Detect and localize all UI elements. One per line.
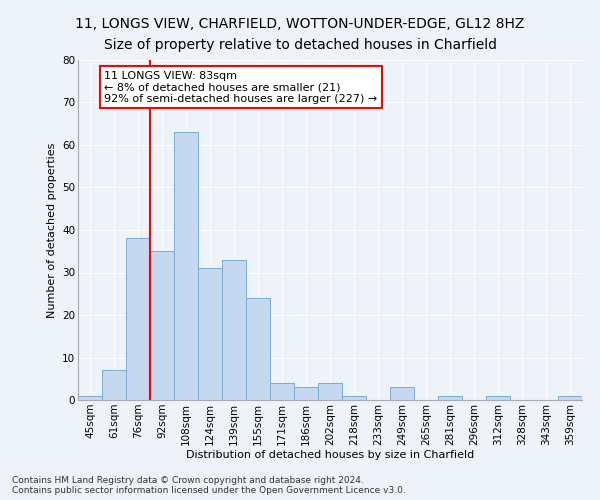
Text: 11, LONGS VIEW, CHARFIELD, WOTTON-UNDER-EDGE, GL12 8HZ: 11, LONGS VIEW, CHARFIELD, WOTTON-UNDER-… — [76, 18, 524, 32]
Bar — [390, 387, 414, 400]
Text: 11 LONGS VIEW: 83sqm
← 8% of detached houses are smaller (21)
92% of semi-detach: 11 LONGS VIEW: 83sqm ← 8% of detached ho… — [104, 70, 377, 104]
Bar — [78, 396, 102, 400]
Y-axis label: Number of detached properties: Number of detached properties — [47, 142, 56, 318]
Text: Size of property relative to detached houses in Charfield: Size of property relative to detached ho… — [104, 38, 497, 52]
Bar — [294, 387, 318, 400]
Bar — [102, 370, 126, 400]
Bar — [246, 298, 270, 400]
Bar — [150, 251, 174, 400]
Bar — [438, 396, 462, 400]
X-axis label: Distribution of detached houses by size in Charfield: Distribution of detached houses by size … — [186, 450, 474, 460]
Bar — [270, 383, 294, 400]
Bar — [222, 260, 246, 400]
Bar — [486, 396, 510, 400]
Bar — [126, 238, 150, 400]
Bar — [318, 383, 342, 400]
Bar — [174, 132, 198, 400]
Bar — [558, 396, 582, 400]
Bar — [342, 396, 366, 400]
Bar — [198, 268, 222, 400]
Text: Contains HM Land Registry data © Crown copyright and database right 2024.
Contai: Contains HM Land Registry data © Crown c… — [12, 476, 406, 495]
